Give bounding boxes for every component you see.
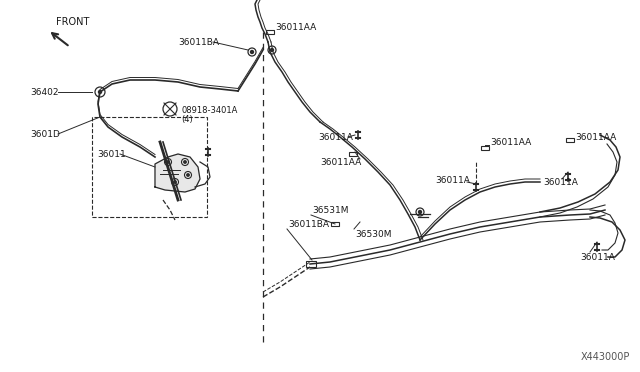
Bar bbox=[349, 152, 357, 156]
Polygon shape bbox=[155, 154, 200, 192]
Text: 36011: 36011 bbox=[97, 150, 125, 158]
Text: 36011BA: 36011BA bbox=[178, 38, 219, 46]
Text: 36011BA: 36011BA bbox=[288, 219, 329, 228]
Bar bbox=[566, 138, 574, 142]
Text: 36011AA: 36011AA bbox=[275, 22, 316, 32]
Text: 36011AA: 36011AA bbox=[575, 132, 616, 141]
Text: 36011AA: 36011AA bbox=[320, 157, 361, 167]
Bar bbox=[481, 145, 489, 150]
Circle shape bbox=[99, 90, 102, 93]
Text: 36530M: 36530M bbox=[355, 230, 392, 238]
Text: 36531M: 36531M bbox=[312, 205, 349, 215]
Text: 36011A: 36011A bbox=[435, 176, 470, 185]
Circle shape bbox=[167, 161, 169, 163]
Text: 36011A: 36011A bbox=[318, 132, 353, 141]
Text: 3601D: 3601D bbox=[30, 129, 60, 138]
Text: X443000P: X443000P bbox=[580, 352, 630, 362]
Circle shape bbox=[250, 51, 253, 54]
Text: 36011A: 36011A bbox=[543, 177, 578, 186]
Bar bbox=[306, 261, 316, 267]
Text: (4): (4) bbox=[181, 115, 193, 124]
Circle shape bbox=[187, 174, 189, 176]
Text: FRONT: FRONT bbox=[56, 17, 90, 27]
Circle shape bbox=[271, 48, 273, 51]
Circle shape bbox=[184, 161, 186, 163]
Circle shape bbox=[174, 181, 176, 183]
Circle shape bbox=[419, 211, 422, 214]
Text: 36011AA: 36011AA bbox=[490, 138, 531, 147]
Bar bbox=[331, 222, 339, 227]
Text: 08918-3401A: 08918-3401A bbox=[181, 106, 237, 115]
Bar bbox=[266, 30, 274, 34]
Text: 36011A: 36011A bbox=[580, 253, 615, 262]
Text: 36402: 36402 bbox=[30, 87, 58, 96]
